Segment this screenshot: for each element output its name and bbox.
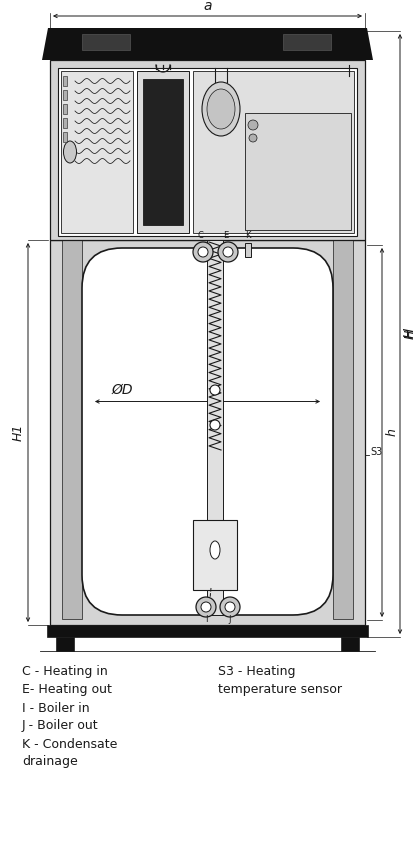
- Text: a: a: [203, 0, 212, 13]
- Circle shape: [218, 242, 238, 262]
- Ellipse shape: [210, 541, 220, 559]
- Bar: [63, 118, 67, 128]
- Text: H: H: [404, 329, 417, 339]
- Bar: [207, 240, 223, 615]
- Text: S3 - Heating: S3 - Heating: [218, 666, 296, 679]
- Bar: [58, 68, 357, 236]
- Text: temperature sensor: temperature sensor: [218, 684, 342, 697]
- Circle shape: [201, 602, 211, 612]
- Bar: [137, 71, 189, 233]
- Bar: [63, 132, 67, 142]
- Text: E- Heating out: E- Heating out: [22, 684, 112, 697]
- Circle shape: [220, 597, 240, 617]
- Text: drainage: drainage: [22, 755, 78, 769]
- Text: C: C: [197, 231, 203, 240]
- Bar: [61, 71, 133, 233]
- Text: C - Heating in: C - Heating in: [22, 666, 108, 679]
- Circle shape: [223, 247, 233, 257]
- Circle shape: [248, 120, 258, 130]
- Ellipse shape: [207, 89, 235, 129]
- Bar: [245, 113, 351, 230]
- Polygon shape: [42, 28, 373, 60]
- Text: K - Condensate: K - Condensate: [22, 738, 117, 751]
- Circle shape: [196, 597, 216, 617]
- Text: E: E: [223, 231, 228, 240]
- Text: K: K: [245, 231, 251, 240]
- Bar: [283, 34, 331, 50]
- Bar: [82, 34, 130, 50]
- Text: I - Boiler in: I - Boiler in: [22, 702, 89, 715]
- Bar: [143, 79, 183, 225]
- Text: ØD: ØD: [111, 383, 133, 396]
- Bar: [333, 240, 353, 619]
- Bar: [56, 637, 74, 651]
- Text: J - Boiler out: J - Boiler out: [22, 720, 99, 733]
- Bar: [63, 104, 67, 114]
- Bar: [341, 637, 359, 651]
- Text: I: I: [205, 615, 207, 624]
- Ellipse shape: [63, 141, 76, 163]
- FancyBboxPatch shape: [82, 248, 333, 615]
- Text: H: H: [403, 328, 417, 338]
- Bar: [50, 240, 365, 625]
- Bar: [193, 71, 354, 233]
- Bar: [62, 240, 82, 619]
- Circle shape: [249, 134, 257, 142]
- Circle shape: [225, 602, 235, 612]
- Circle shape: [210, 420, 220, 430]
- Bar: [63, 76, 67, 86]
- Bar: [50, 60, 365, 240]
- Ellipse shape: [202, 82, 240, 136]
- Text: S3: S3: [370, 447, 382, 457]
- Circle shape: [210, 385, 220, 395]
- Bar: [47, 625, 368, 637]
- Text: J: J: [229, 615, 231, 624]
- Bar: [245, 243, 251, 257]
- Text: h: h: [386, 428, 399, 436]
- Bar: [63, 90, 67, 100]
- Bar: [193, 520, 237, 590]
- Circle shape: [193, 242, 213, 262]
- Text: H1: H1: [11, 424, 24, 441]
- Circle shape: [198, 247, 208, 257]
